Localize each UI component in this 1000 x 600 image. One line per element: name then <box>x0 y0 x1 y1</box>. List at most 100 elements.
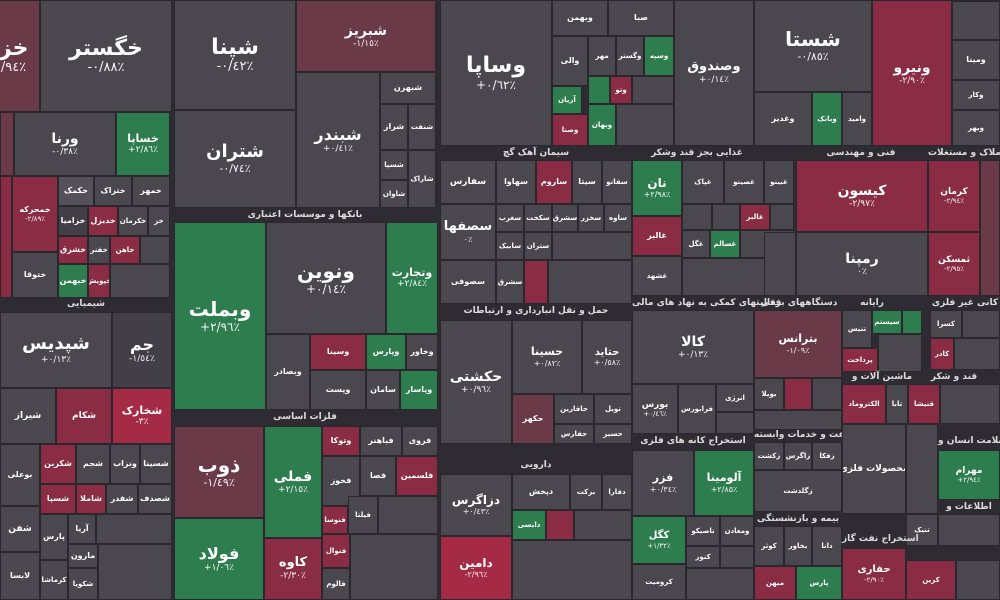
tile-small[interactable] <box>812 378 842 410</box>
tile-khgostar[interactable]: خگستر -٠/٨٨٪ <box>40 0 172 112</box>
tile-fameli[interactable]: فملی +٢/١٥٪ <box>264 426 322 538</box>
tile-shamla[interactable]: شاملا <box>76 484 106 514</box>
tile-ghpak[interactable]: غپاک <box>682 160 724 204</box>
tile-vbmellat[interactable]: وبملت +٢/٩٦٪ <box>174 222 266 410</box>
tile-small[interactable] <box>632 76 674 104</box>
tile-khmehr[interactable]: خمهر <box>132 176 170 206</box>
tile-vnovin[interactable]: ونوین +٠/١٤٪ <box>266 222 386 334</box>
tile-vbahman[interactable]: وبهمن <box>552 0 608 36</box>
tile-shpena[interactable]: شپنا -٠/٤٢٪ <box>174 0 296 110</box>
tile-vtoka2[interactable]: وتو <box>610 76 632 104</box>
tile-kisun[interactable]: کیسون -٢/٩٧٪ <box>796 160 928 232</box>
tile-hkeshti[interactable]: حکشتی +٠/٩٦٪ <box>440 320 512 444</box>
tile-khzamia[interactable]: خزامیا <box>58 206 88 236</box>
tile-tabriz[interactable]: تابا <box>886 384 908 424</box>
tile-small[interactable] <box>96 514 172 544</box>
tile-khaza[interactable]: خزا٠/٩٤٪ <box>0 0 40 112</box>
tile-khsapa[interactable]: خساپا +٢/٨٦٪ <box>116 112 170 176</box>
tile-sias[interactable]: شاراک <box>408 150 436 208</box>
tile-vsandoq[interactable]: وصندوق +٠/١٤٪ <box>674 0 754 146</box>
tile-shsafa[interactable]: شصدف <box>138 484 172 514</box>
tile-small[interactable] <box>952 0 1000 2</box>
tile-shejam[interactable]: شجم <box>76 444 110 484</box>
tile-ghtnika[interactable]: قنیشا <box>908 384 940 424</box>
tile-kanor[interactable]: کنور <box>686 546 720 568</box>
tile-bmp[interactable] <box>784 378 812 410</box>
tile-small[interactable] <box>940 384 1000 424</box>
tile-sabik[interactable]: سابیک <box>496 232 524 260</box>
tile-sfeh[interactable] <box>524 260 548 304</box>
tile-kerman[interactable]: کرمان -٢/٩٤٪ <box>928 160 980 232</box>
tile-kasra[interactable]: کسرا <box>930 310 962 338</box>
tile-khkarman[interactable]: خکرمان <box>118 206 148 236</box>
tile-vtejarat[interactable]: وتجارت +٢/٨٤٪ <box>386 222 438 334</box>
tile-vorna[interactable]: ورنا -٠/٣٨٪ <box>14 112 116 176</box>
tile-fkhuz[interactable]: فخوز <box>322 456 360 506</box>
tile-small[interactable] <box>512 540 632 600</box>
tile-vali[interactable]: والی <box>552 36 588 86</box>
tile-savah[interactable]: ساوه <box>604 204 632 232</box>
tile-sharq[interactable]: سشرق <box>496 260 524 304</box>
tile-vniro[interactable]: ونیرو -٢/٩٠٪ <box>872 0 952 146</box>
tile-kromit[interactable]: کرومیت <box>632 564 686 600</box>
tile-khz[interactable]: خز <box>148 206 170 236</box>
tile-alumina[interactable]: آلومینا +٢/٨٥٪ <box>694 450 754 516</box>
tile-fazar[interactable]: فزر +٠/٣٤٪ <box>632 450 694 516</box>
tile-shekam[interactable]: شکام <box>56 388 112 444</box>
tile-shiraz2[interactable]: شراز <box>380 104 408 150</box>
tile-fnosa[interactable]: فنوسا <box>322 506 348 534</box>
tile-small[interactable] <box>686 568 754 600</box>
tile-hasir[interactable]: حسیر <box>594 424 632 444</box>
tile-kfar[interactable] <box>962 310 1000 338</box>
tile-shdar[interactable]: شفدر <box>106 484 138 514</box>
tile-small[interactable] <box>0 112 14 176</box>
tile-shbandar[interactable]: شبندر +٠/٤١٪ <box>296 72 380 208</box>
tile-pardakht[interactable]: پرداخت <box>842 348 878 372</box>
tile-samskan[interactable]: ثمسکن -٢/٩٥٪ <box>928 232 980 296</box>
tile-shiraz[interactable]: شیراز <box>0 388 56 444</box>
tile-hchr[interactable]: حکهر <box>512 394 554 444</box>
tile-mehram[interactable]: مهرام +٢/٩٤٪ <box>938 450 1000 500</box>
tile-vkhavar[interactable]: وخاور <box>406 334 438 370</box>
tile-saba[interactable]: صبا <box>608 0 674 36</box>
tile-mehr[interactable]: مهر <box>588 36 616 76</box>
tile-small[interactable] <box>770 204 794 230</box>
tile-shsepah[interactable]: شسپا <box>40 484 76 514</box>
tile-marun[interactable]: مارون <box>68 544 98 568</box>
tile-fpina[interactable]: فیلتا <box>348 496 378 534</box>
tile-karmashan[interactable]: کرماشا <box>40 560 68 600</box>
tile-small[interactable] <box>0 176 12 298</box>
tile-lazar[interactable]: لابسا <box>0 552 40 600</box>
tile-tnis[interactable]: تنیس <box>842 310 872 348</box>
tile-shbriz[interactable]: شبریز -١/١٥٪ <box>296 0 436 72</box>
tile-shsina[interactable]: شسینا <box>140 444 172 484</box>
tile-hsina[interactable]: حسینا +٠/٨٢٪ <box>512 320 582 394</box>
tile-vahman[interactable]: وبهان <box>588 104 616 146</box>
tile-sfanu[interactable]: سفانو <box>602 160 632 204</box>
tile-vkhar[interactable]: وکار <box>952 80 1000 110</box>
tile-anrzhi[interactable]: انرژی <box>716 384 754 412</box>
tile-dzagros[interactable]: دزاگرس +٠/٤٣٪ <box>440 474 512 536</box>
tile-ghbar[interactable]: غالبر <box>632 216 682 256</box>
tile-small[interactable] <box>952 0 1000 40</box>
tile-vbank[interactable]: وبانک <box>812 92 842 146</box>
tile-sarum[interactable]: ساروم <box>536 160 572 204</box>
tile-bualy[interactable]: بوعلی <box>0 444 40 506</box>
tile-fnval[interactable]: فنوال <box>322 534 350 568</box>
tile-zkeshat[interactable]: زکشت <box>754 442 784 470</box>
tile-shavan[interactable]: شاوان <box>380 180 408 208</box>
tile-dtmad[interactable] <box>546 510 574 540</box>
tile-khkomak[interactable]: خکمک <box>58 176 94 206</box>
tile-gshahd[interactable]: غشهد <box>632 256 682 296</box>
tile-vsepah[interactable]: وسپه <box>644 36 674 76</box>
tile-shpedis[interactable]: شپدیس +٠/١٣٪ <box>0 312 112 388</box>
tile-small[interactable] <box>954 338 1000 370</box>
tile-khfanar[interactable]: خفنر <box>88 236 110 264</box>
tile-elktro[interactable]: الکتروماد <box>842 384 886 424</box>
tile-vpars[interactable]: وپارس <box>366 334 406 370</box>
tile-btrans[interactable]: بترانس -١/٠٩٪ <box>754 310 842 378</box>
tile-small[interactable] <box>716 412 754 434</box>
tile-hafars[interactable]: حفارس <box>554 424 594 444</box>
tile-small[interactable] <box>552 232 632 260</box>
tile-sistem[interactable]: سیستم <box>872 310 902 334</box>
